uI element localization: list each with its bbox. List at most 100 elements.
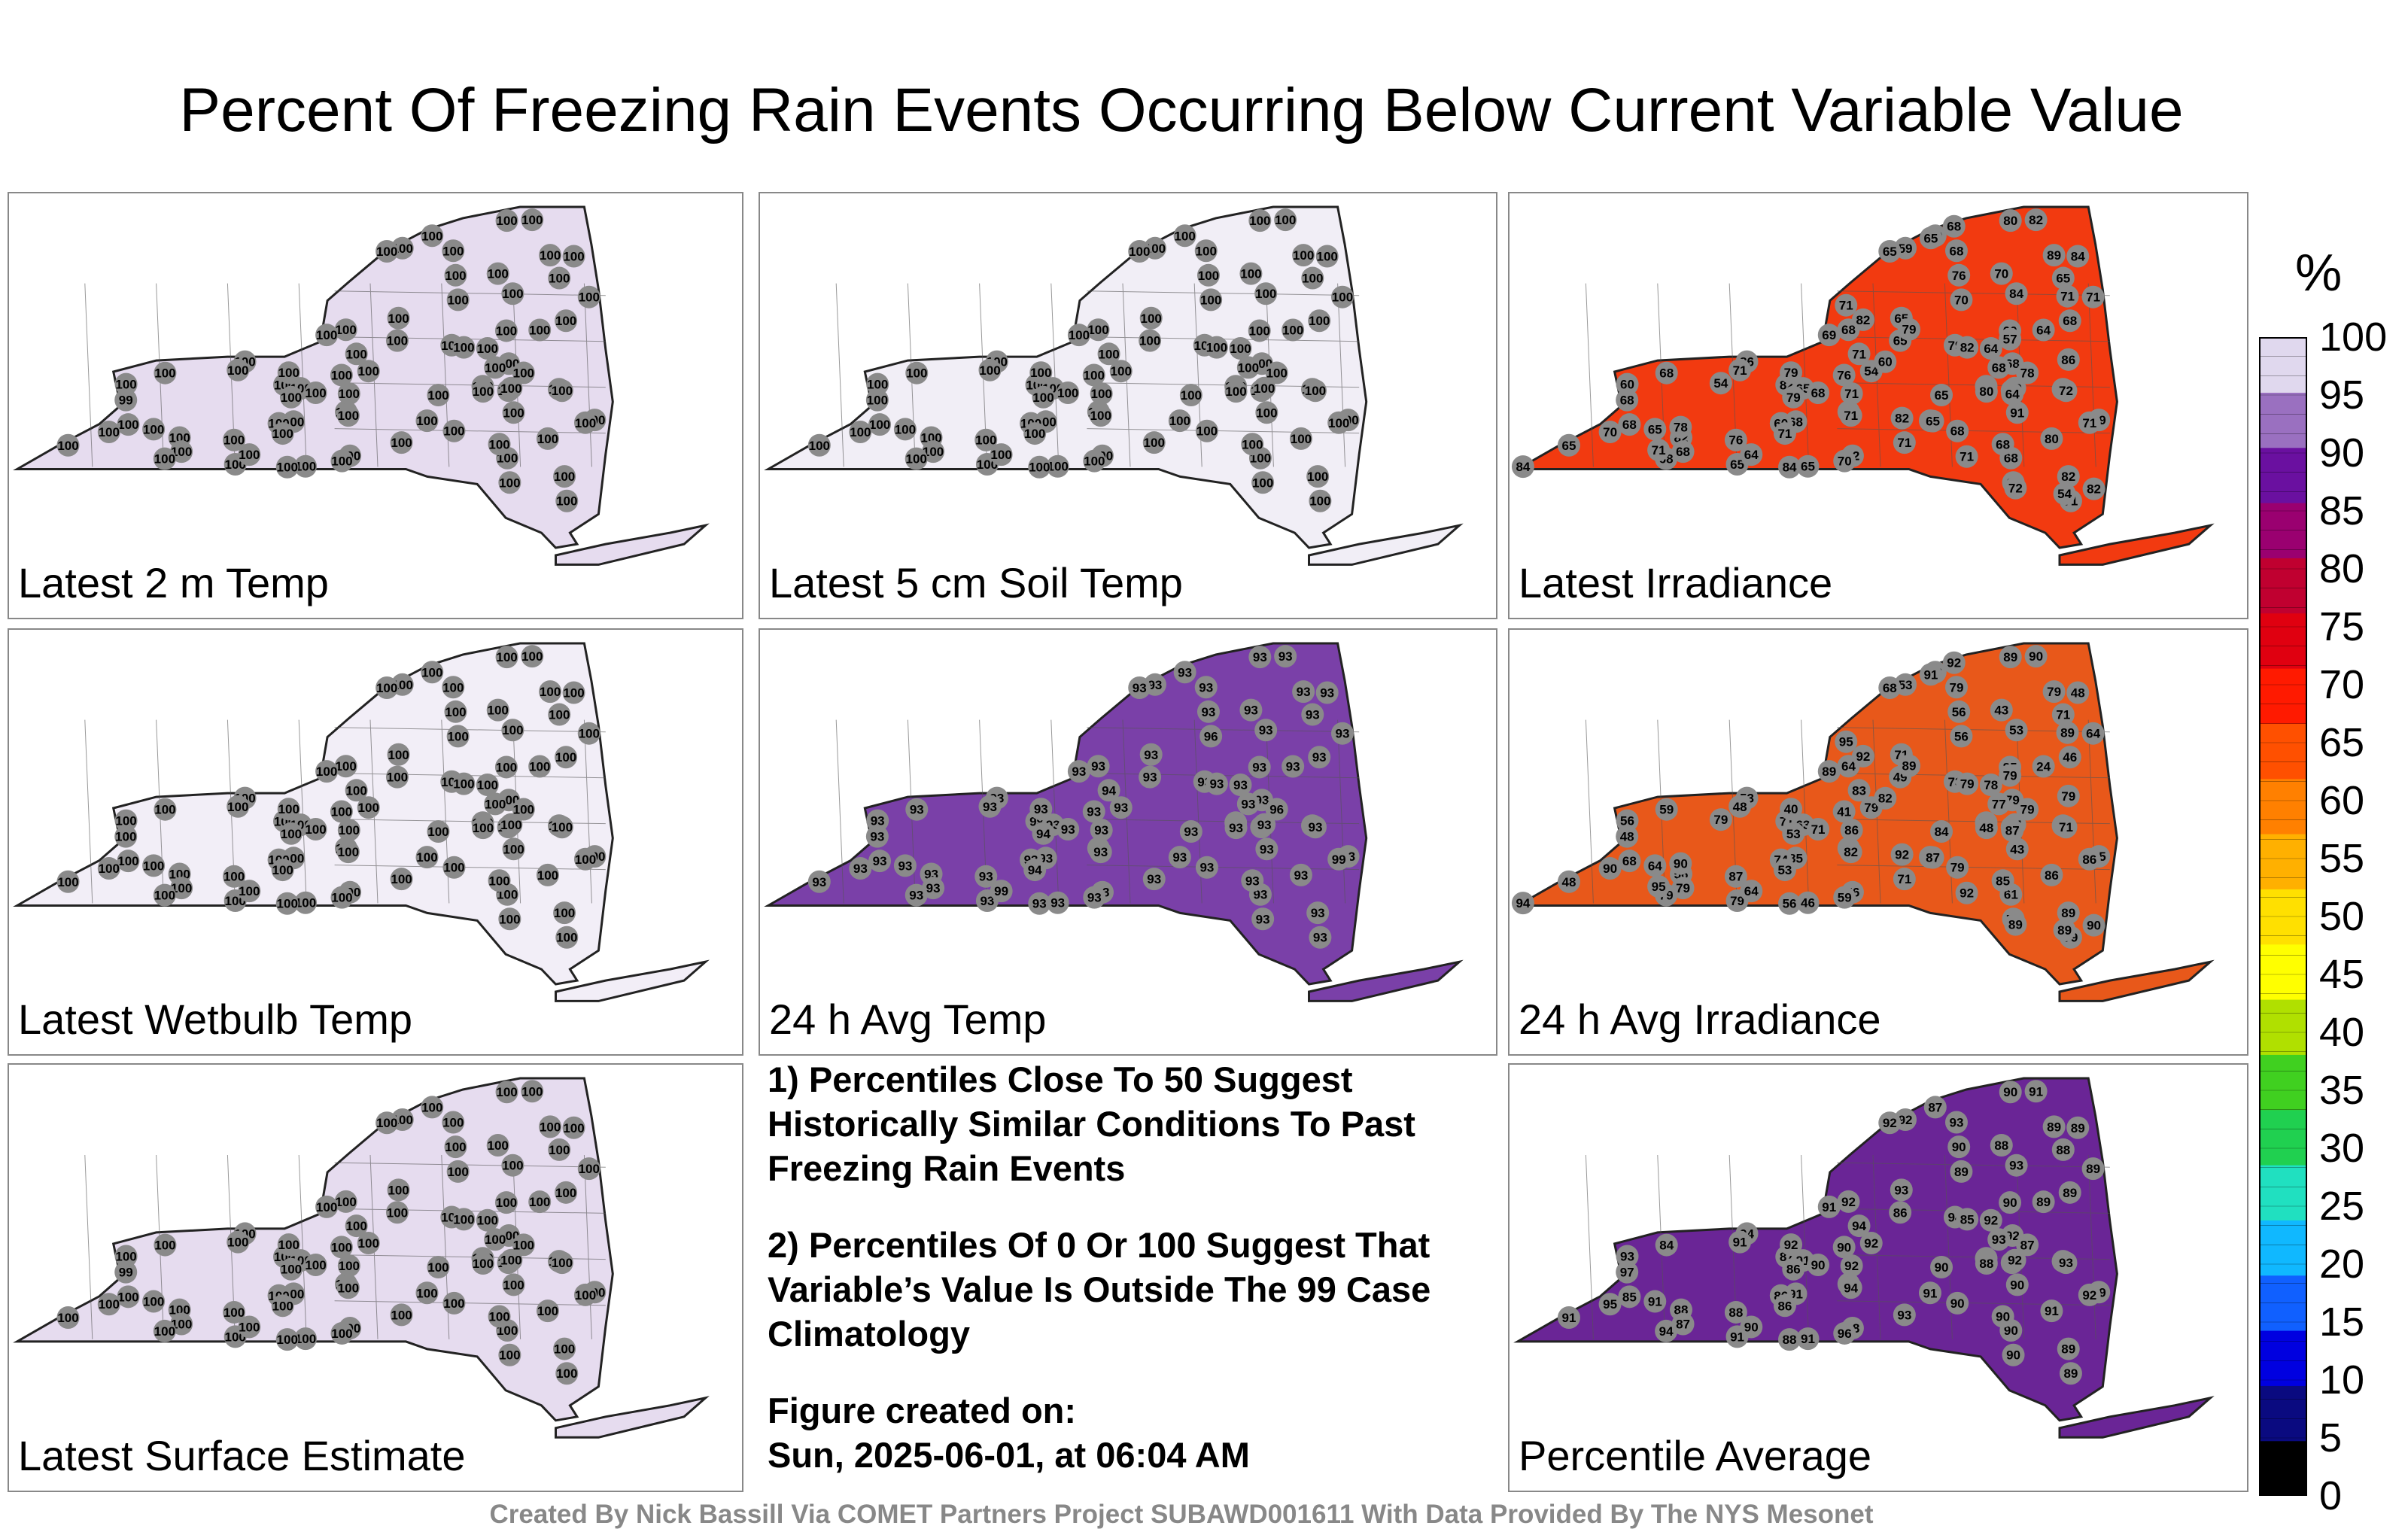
ny-map: 1001001001001001001001001001001001001001… (13, 1077, 710, 1439)
station-marker: 100 (444, 1135, 467, 1159)
station-value: 61 (2004, 888, 2018, 902)
station-value: 94 (1102, 783, 1116, 798)
station-marker: 100 (501, 719, 524, 742)
station-value: 85 (1960, 1212, 1975, 1226)
station-value: 90 (1996, 1309, 2010, 1324)
station-marker: 93 (1239, 698, 1263, 722)
station-marker: 100 (512, 361, 535, 385)
station-marker: 92 (2078, 1283, 2101, 1306)
station-dot (1618, 850, 1641, 873)
station-value: 100 (521, 213, 543, 227)
station-value: 93 (1199, 680, 1213, 695)
station-marker: 100 (501, 1154, 524, 1177)
station-marker: 100 (1139, 306, 1163, 330)
station-marker: 100 (498, 471, 521, 494)
station-marker: 100 (142, 418, 166, 441)
station-dot (488, 869, 511, 892)
station-marker: 94 (1097, 779, 1120, 802)
station-value: 100 (540, 1120, 561, 1134)
station-value: 82 (1960, 341, 1975, 355)
station-marker: 100 (1236, 356, 1260, 379)
station-marker: 100 (277, 361, 300, 385)
station-marker: 100 (1128, 240, 1151, 263)
station-dot (2005, 719, 2028, 742)
station-value: 90 (1603, 862, 1617, 876)
station-dot (1778, 455, 1801, 479)
station-marker: 90 (1930, 1256, 1953, 1279)
station-dot (154, 798, 177, 821)
station-marker: 87 (2016, 1233, 2039, 1257)
station-dot (1598, 421, 1622, 444)
station-value: 100 (537, 432, 558, 446)
station-value: 100 (442, 244, 464, 258)
station-marker: 100 (893, 418, 917, 441)
station-value: 60 (1620, 378, 1634, 392)
station-dot (866, 809, 889, 832)
station-value: 92 (1856, 749, 1870, 764)
station-dot (1847, 342, 1871, 366)
station-marker: 100 (336, 404, 360, 427)
station-value: 100 (1174, 229, 1195, 243)
station-marker: 71 (2078, 411, 2101, 434)
station-value: 91 (1730, 1330, 1744, 1344)
station-value: 93 (1148, 678, 1162, 692)
station-marker: 89 (2057, 901, 2080, 925)
station-dot (1301, 266, 1324, 290)
station-value: 100 (115, 814, 136, 828)
station-value: 100 (488, 1138, 509, 1153)
station-marker: 65 (1919, 226, 1942, 250)
station-value: 88 (2056, 1143, 2070, 1157)
station-value: 89 (2047, 1120, 2061, 1134)
station-marker: 100 (345, 779, 368, 802)
station-value: 68 (1950, 244, 1964, 258)
station-dot (427, 384, 450, 407)
station-value: 93 (1184, 825, 1198, 839)
station-dot (2040, 427, 2063, 450)
station-dot (1773, 422, 1796, 445)
station-dot (1950, 288, 1973, 312)
station-value: 83 (1852, 783, 1866, 798)
station-marker: 100 (154, 798, 177, 821)
station-marker: 90 (1832, 1236, 1856, 1259)
station-marker: 91 (2005, 401, 2029, 424)
station-dot (922, 877, 945, 900)
station-dot (2051, 703, 2075, 726)
station-marker: 64 (1740, 880, 1763, 903)
station-value: 100 (1196, 244, 1217, 258)
station-marker: 91 (1728, 1230, 1752, 1254)
station-dot (1303, 379, 1327, 403)
station-dot (1142, 868, 1166, 891)
panel-label: 24 h Avg Temp (769, 995, 1047, 1043)
station-marker: 71 (1840, 382, 1863, 406)
station-marker: 56 (1950, 725, 1973, 748)
station-dot (1923, 1096, 1947, 1119)
ny-map: 1001001001001001001001001001001001001001… (13, 642, 710, 1002)
station-marker: 100 (294, 891, 318, 914)
station-marker: 68 (1991, 433, 2014, 456)
station-dot (1254, 282, 1278, 305)
station-marker: 86 (1773, 1294, 1796, 1318)
long-island-outline (555, 959, 710, 1002)
station-marker: 100 (536, 863, 559, 886)
station-value: 93 (1297, 685, 1311, 699)
station-value: 100 (556, 494, 577, 509)
station-value: 100 (453, 341, 474, 355)
colorbar-segment (2259, 834, 2307, 889)
station-value: 100 (1129, 245, 1150, 259)
station-value: 100 (552, 1256, 573, 1270)
station-marker: 100 (990, 443, 1013, 467)
station-value: 90 (1811, 1258, 1826, 1272)
station-marker: 100 (1229, 337, 1252, 360)
station-marker: 100 (223, 865, 246, 888)
station-dot (1274, 208, 1297, 232)
station-marker: 71 (1835, 293, 1858, 317)
station-marker: 82 (2024, 208, 2048, 232)
station-value: 53 (2009, 723, 2023, 737)
station-value: 93 (1201, 705, 1215, 719)
station-value: 100 (473, 821, 494, 835)
figure-created-label: Figure created on: (768, 1391, 1077, 1430)
station-value: 99 (119, 394, 133, 408)
long-island-outline (1308, 523, 1464, 566)
station-value: 100 (223, 1306, 245, 1320)
station-value: 100 (115, 378, 136, 392)
